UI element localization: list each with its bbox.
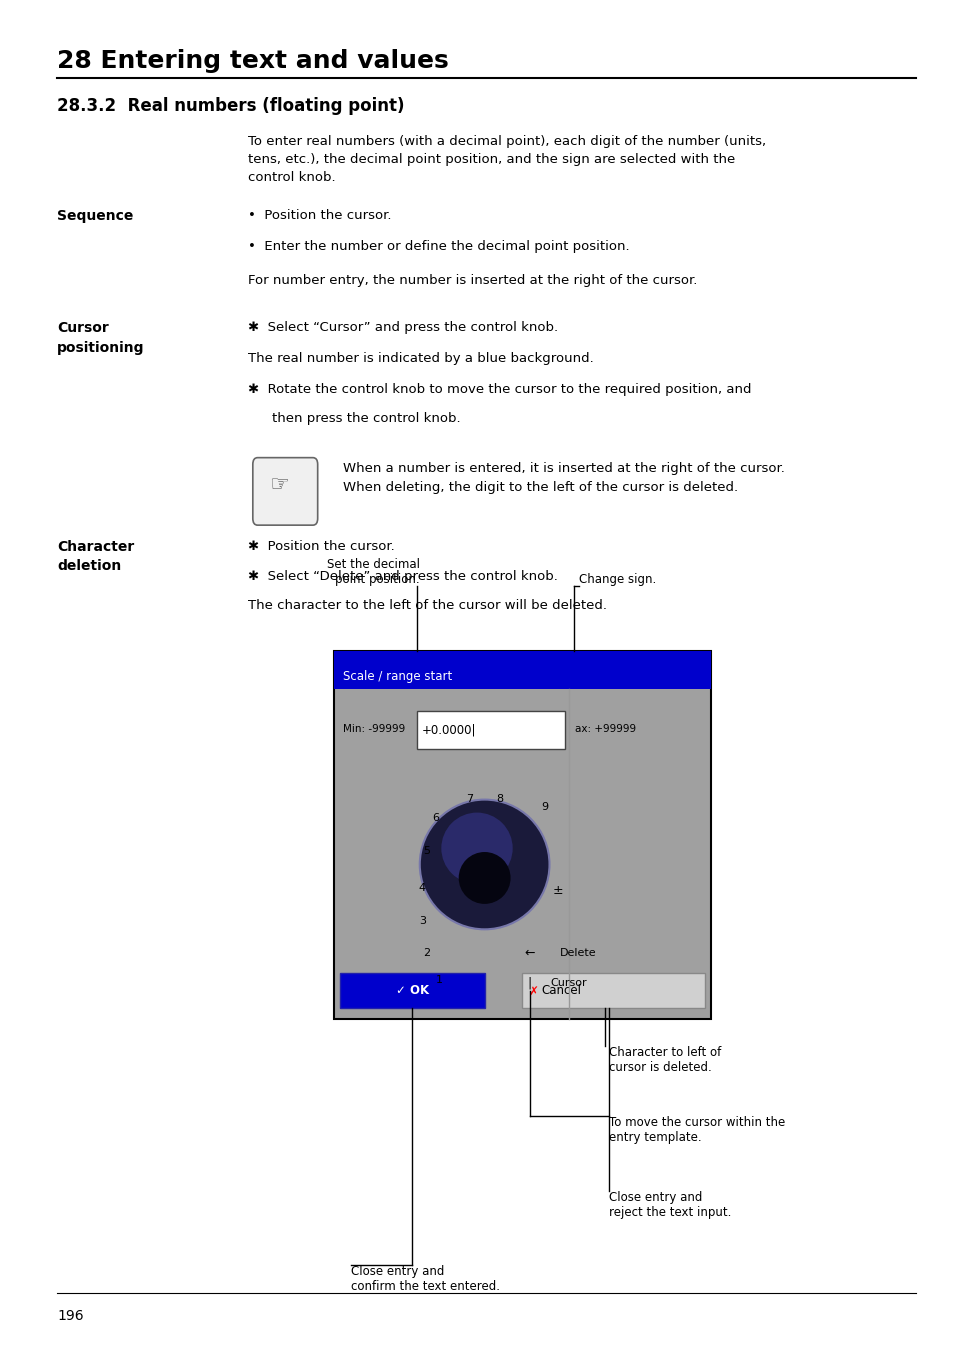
Ellipse shape xyxy=(441,813,512,884)
Text: •  Enter the number or define the decimal point position.: • Enter the number or define the decimal… xyxy=(248,240,629,254)
Text: ←: ← xyxy=(524,946,535,960)
Text: 4: 4 xyxy=(418,883,426,894)
Text: 6: 6 xyxy=(432,813,438,823)
Text: Character
deletion: Character deletion xyxy=(57,540,134,574)
Text: ✱  Rotate the control knob to move the cursor to the required position, and: ✱ Rotate the control knob to move the cu… xyxy=(248,383,751,397)
Text: ✓ OK: ✓ OK xyxy=(395,984,428,998)
Text: Character to left of
cursor is deleted.: Character to left of cursor is deleted. xyxy=(609,1046,720,1075)
Text: 2: 2 xyxy=(422,948,430,958)
Text: When a number is entered, it is inserted at the right of the cursor.
When deleti: When a number is entered, it is inserted… xyxy=(343,462,784,494)
Text: Scale / range start: Scale / range start xyxy=(343,670,453,683)
FancyBboxPatch shape xyxy=(416,711,564,749)
Text: Close entry and
reject the text input.: Close entry and reject the text input. xyxy=(609,1191,731,1219)
Text: For number entry, the number is inserted at the right of the cursor.: For number entry, the number is inserted… xyxy=(248,274,697,288)
Text: 28 Entering text and values: 28 Entering text and values xyxy=(57,49,449,73)
Text: Min: -99999: Min: -99999 xyxy=(343,724,405,733)
Text: 196: 196 xyxy=(57,1310,84,1323)
Ellipse shape xyxy=(458,852,510,905)
Text: 28.3.2  Real numbers (floating point): 28.3.2 Real numbers (floating point) xyxy=(57,97,404,115)
FancyBboxPatch shape xyxy=(334,651,710,1019)
FancyBboxPatch shape xyxy=(253,458,317,525)
Text: ±: ± xyxy=(552,884,562,898)
Text: Change sign.: Change sign. xyxy=(578,572,656,586)
Ellipse shape xyxy=(419,799,549,929)
Text: then press the control knob.: then press the control knob. xyxy=(272,412,460,425)
Text: The real number is indicated by a blue background.: The real number is indicated by a blue b… xyxy=(248,352,593,366)
Text: The character to the left of the cursor will be deleted.: The character to the left of the cursor … xyxy=(248,599,606,613)
Text: ✱  Position the cursor.: ✱ Position the cursor. xyxy=(248,540,395,553)
Text: To move the cursor within the
entry template.: To move the cursor within the entry temp… xyxy=(609,1116,784,1145)
Text: 1: 1 xyxy=(436,975,442,985)
Text: Cursor: Cursor xyxy=(550,977,587,988)
Text: 5: 5 xyxy=(422,845,429,856)
Text: ax: +99999: ax: +99999 xyxy=(575,724,636,733)
Text: ☞: ☞ xyxy=(269,475,289,495)
Text: ✱  Select “Delete” and press the control knob.: ✱ Select “Delete” and press the control … xyxy=(248,570,558,583)
Text: Cancel: Cancel xyxy=(541,984,580,998)
FancyBboxPatch shape xyxy=(334,651,710,688)
Text: Close entry and
confirm the text entered.: Close entry and confirm the text entered… xyxy=(351,1265,499,1293)
FancyBboxPatch shape xyxy=(339,973,484,1008)
Text: Sequence: Sequence xyxy=(57,209,133,223)
Text: To enter real numbers (with a decimal point), each digit of the number (units,
t: To enter real numbers (with a decimal po… xyxy=(248,135,765,184)
Text: |: | xyxy=(527,976,532,990)
Text: Set the decimal
point position.: Set the decimal point position. xyxy=(326,558,419,586)
Text: Delete: Delete xyxy=(559,948,596,958)
Text: +0.0000|: +0.0000| xyxy=(421,724,476,737)
Text: 3: 3 xyxy=(418,915,425,926)
Text: ✗: ✗ xyxy=(528,984,538,998)
Text: ✱  Select “Cursor” and press the control knob.: ✱ Select “Cursor” and press the control … xyxy=(248,321,558,335)
Text: •  Position the cursor.: • Position the cursor. xyxy=(248,209,391,223)
FancyBboxPatch shape xyxy=(522,973,704,1008)
Text: 9: 9 xyxy=(540,802,548,813)
Text: Cursor
positioning: Cursor positioning xyxy=(57,321,145,355)
Text: 8: 8 xyxy=(496,794,503,805)
Text: 7: 7 xyxy=(465,794,473,805)
